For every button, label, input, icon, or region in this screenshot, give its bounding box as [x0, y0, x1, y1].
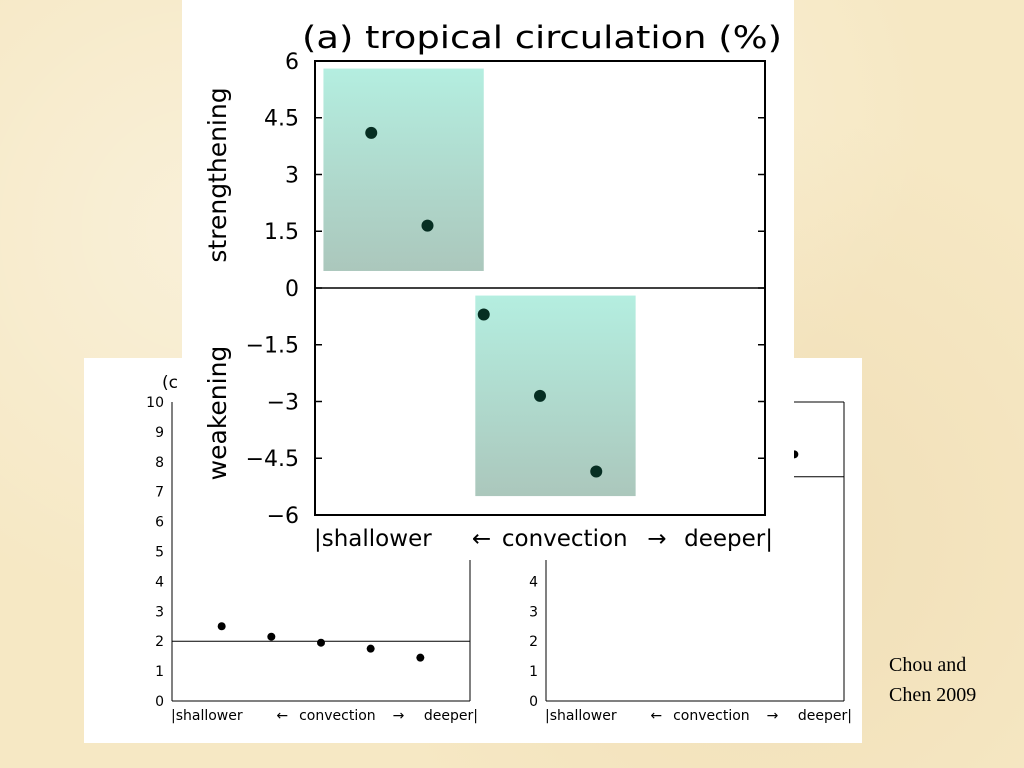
y-ticks: 0 1 2 3 4: [529, 574, 538, 710]
data-point: [477, 308, 490, 321]
shaded-box: [323, 68, 484, 271]
xlabel-convection: convection: [502, 526, 628, 552]
y-tick-label: 10: [146, 395, 164, 411]
xlabel-shallower: |shallower: [171, 708, 243, 724]
y-tick-label: 9: [155, 425, 164, 441]
y-tick-label: −6: [267, 504, 299, 529]
y-tick-label: 1: [529, 664, 538, 680]
y-tick-label: −3: [267, 390, 299, 415]
xlabel-arrow-left: ←: [472, 526, 491, 552]
data-point: [421, 219, 434, 232]
y-axis-label-strengthening: strengthening: [203, 87, 232, 262]
y-tick-label: 4.5: [264, 107, 299, 132]
y-tick-label: 4: [529, 574, 538, 590]
chart-title: (c: [162, 373, 178, 393]
y-tick-label: 2: [155, 634, 164, 650]
xlabel-arrow-right: →: [393, 708, 405, 724]
data-point: [365, 126, 378, 139]
xlabel-convection: convection: [673, 708, 750, 724]
y-tick-label: 6: [285, 50, 299, 75]
xlabel-arrow-right: →: [647, 526, 666, 552]
citation: Chou and Chen 2009: [889, 650, 1019, 710]
y-tick-label: −1.5: [246, 334, 299, 359]
y-ticks: 0 1 2 3 4 5 6 7 8 9 10: [146, 395, 164, 710]
xlabel-shallower: |shallower: [314, 526, 432, 552]
data-point: [416, 653, 425, 662]
data-point: [590, 465, 603, 478]
y-tick-label: 7: [155, 485, 164, 501]
chart-title: (a) tropical circulation (%): [302, 20, 782, 56]
y-tick-label: 5: [155, 545, 164, 561]
x-axis-label: |shallower ← convection → deeper|: [545, 708, 852, 724]
shaded-box: [475, 295, 636, 497]
xlabel-shallower: |shallower: [545, 708, 617, 724]
data-point: [267, 632, 276, 641]
y-tick-label: 8: [155, 455, 164, 471]
y-tick-label: 1.5: [264, 220, 299, 245]
y-tick-label: 6: [155, 515, 164, 531]
x-axis-label: |shallower ← convection → deeper|: [314, 526, 773, 552]
data-points: [217, 622, 425, 662]
xlabel-deeper: deeper|: [684, 526, 773, 552]
data-points: [365, 126, 603, 478]
shaded-regions: [323, 68, 636, 497]
citation-line-1: Chou and: [889, 654, 967, 676]
data-point: [366, 644, 375, 653]
xlabel-arrow-left: ←: [650, 708, 662, 724]
xlabel-arrow-left: ←: [276, 708, 288, 724]
y-axis-label-weakening: weakening: [203, 346, 232, 481]
y-tick-label: 3: [155, 604, 164, 620]
chart-c: (c 0 1 2 3 4 5 6 7 8 9 10 |shallower ← convection → de…: [146, 373, 478, 724]
y-tick-label: 0: [529, 694, 538, 710]
y-tick-label: 1: [155, 664, 164, 680]
y-ticks: 6 4.5 3 1.5 0 −1.5 −3 −4.5 −6: [246, 50, 765, 529]
tropical-circulation-chart: (a) tropical circulation (%) strengtheni…: [203, 20, 782, 552]
x-axis-label: |shallower ← convection → deeper|: [171, 708, 478, 724]
y-tick-label: −4.5: [246, 447, 299, 472]
xlabel-convection: convection: [299, 708, 376, 724]
y-tick-label: 0: [285, 277, 299, 302]
data-point: [217, 622, 226, 631]
data-point: [317, 638, 325, 647]
data-point: [534, 389, 546, 402]
chart-d: 0 1 2 3 4 |shallower ← convection → deeper|: [529, 401, 852, 724]
citation-line-2: Chen 2009: [889, 684, 977, 706]
y-tick-label: 3: [529, 604, 538, 620]
y-tick-label: 3: [285, 163, 299, 188]
y-tick-label: 4: [155, 574, 164, 590]
main-figure-panel: (a) tropical circulation (%) strengtheni…: [182, 0, 794, 560]
y-tick-label: 0: [155, 694, 164, 710]
xlabel-deeper: deeper|: [798, 708, 852, 724]
xlabel-arrow-right: →: [767, 708, 779, 724]
xlabel-deeper: deeper|: [424, 708, 478, 724]
y-tick-label: 2: [529, 634, 538, 650]
